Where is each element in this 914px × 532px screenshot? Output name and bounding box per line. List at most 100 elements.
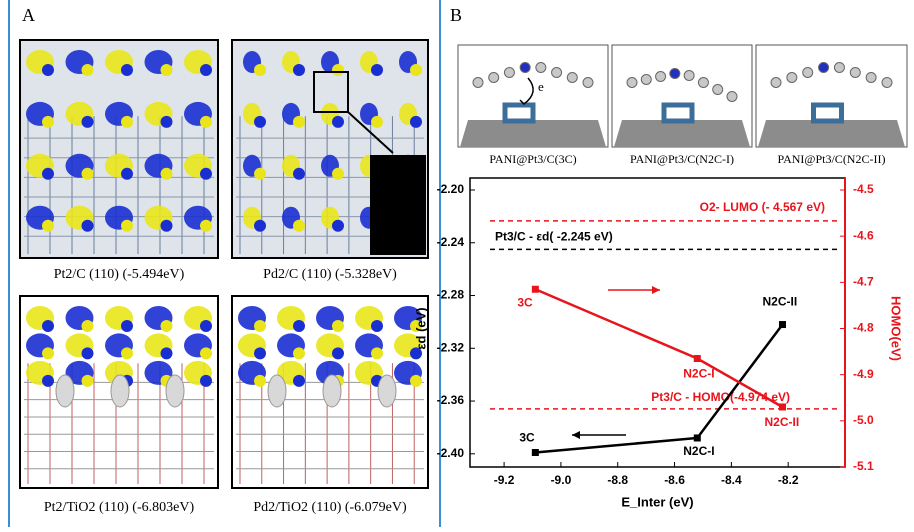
orbital [160,167,173,180]
orbital [200,115,212,128]
y-tick-label: -2.28 [437,288,465,302]
image-caption: Pt2/TiO2 (110) (-6.803eV) [44,500,195,515]
point-label: N2C-I [683,367,714,381]
substrate [758,120,905,147]
y2-tick-label: -4.8 [853,321,874,335]
orbital [200,320,212,332]
x-tick-label: -8.8 [607,473,628,487]
images: Pt2/C (110) (-5.494eV) Pd2/C (110) (-5.32… [19,39,908,515]
cluster [502,102,536,124]
x-tick-label: -9.0 [551,473,572,487]
substrate [614,120,750,147]
orbital [254,320,266,332]
orbital [254,64,266,76]
atom [566,72,578,83]
orbital [42,320,54,332]
orbital [200,64,212,76]
y2-tick-label: -4.9 [853,367,874,381]
atom [669,68,681,79]
orbital [121,347,133,360]
y2-tick-label: -4.7 [853,275,874,289]
structure-image [611,44,753,148]
orbital [332,219,344,232]
orbital [81,219,94,232]
atom [770,77,782,88]
atom [519,62,531,73]
orbital [410,347,422,360]
orbital [410,374,422,387]
orbital [81,320,94,332]
orbital [121,219,133,232]
atom [640,74,652,85]
atom [683,70,695,81]
atom [165,374,185,408]
y2-axis-label: HOMO(eV) [889,296,904,361]
atom [55,374,75,408]
orbital [332,115,344,128]
point-label: N2C-II [763,295,798,309]
orbital [410,64,422,76]
orbital [81,115,94,128]
zoom-arrow [347,111,394,154]
axis-arrowhead [652,286,660,294]
y-tick-label: -2.40 [437,446,465,460]
data-point [779,321,786,329]
y2-tick-label: -5.1 [853,459,874,473]
x-axis-label: E_Inter (eV) [621,494,693,509]
atom [535,62,547,73]
structure-image [755,44,908,148]
y-axis-label: εd (eV) [413,307,428,349]
density-image [19,295,219,489]
orbital [332,347,344,360]
density-image [19,39,219,259]
orbital [293,320,305,332]
orbital [293,64,305,76]
orbital [293,115,305,128]
orbital [160,115,173,128]
orbital [42,347,54,360]
y-tick-label: -2.36 [437,393,465,407]
structure-caption: PANI@Pt3/C(3C) [489,152,576,166]
orbital [332,320,344,332]
x-tick-label: -8.4 [721,473,742,487]
orbital [160,320,173,332]
orbital [200,374,212,387]
orbital [81,347,94,360]
orbital [81,374,94,387]
point-label: N2C-II [765,415,800,429]
orbital [42,167,54,180]
atom [626,77,638,88]
orbital [332,64,344,76]
orbital [42,374,54,387]
chart: -9.2 -9.0 -8.8 -8.6 -8.4 -8.2 -2.20 -2.24 -2.28 -… [413,177,904,509]
orbital [81,64,94,76]
atom [472,77,484,88]
orbital [42,115,54,128]
cluster [811,102,844,124]
atom [110,374,130,408]
data-point [693,355,701,363]
atom [726,91,738,102]
structure-image [457,44,609,148]
orbital [371,115,383,128]
x-tick-label: -9.2 [494,473,515,487]
atom [849,67,861,78]
atom [503,67,515,78]
electron-arrow [519,77,534,105]
orbital [332,167,344,180]
y2-tick-label: -5.0 [853,413,874,427]
y2-tick-label: -4.5 [853,182,874,196]
density-image [231,295,429,489]
image-caption: Pd2/TiO2 (110) (-6.079eV) [253,500,407,515]
atom [655,71,667,82]
reference-label: Pt3/C - εd( -2.245 eV) [495,230,613,244]
atom [551,67,563,78]
annotation: e [538,79,544,94]
reference-label: Pt3/C - HOMO(-4.974 eV) [651,390,790,404]
atom [712,84,724,95]
atom [881,77,893,88]
x-tick-label: -8.6 [664,473,685,487]
axis-arrowhead [572,431,580,439]
atom [833,62,845,73]
